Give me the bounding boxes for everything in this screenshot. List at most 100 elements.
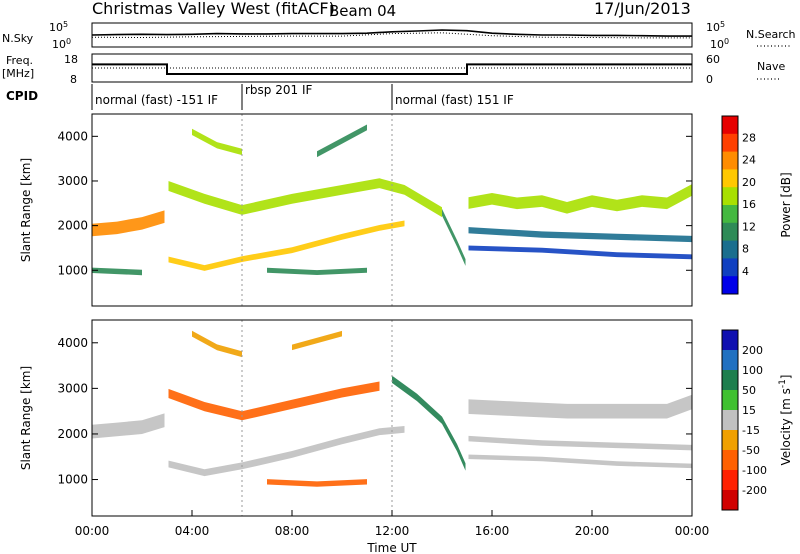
nsearch-tick-top: 105: [706, 20, 725, 34]
velocity-colorbar-tick-5: -50: [742, 444, 760, 457]
velocity-colorbar-tick-1: 100: [742, 364, 763, 377]
nsky-panel: N.Sky 105 100 105 100 N.Search: [2, 20, 796, 51]
velocity-colorbar-frame: [721, 329, 739, 511]
x-tick-label-5: 20:00: [575, 524, 610, 538]
cpid-segment-1: normal (fast) -151 IF: [95, 93, 218, 107]
power-bands-band-8: [317, 124, 367, 158]
vel-bands-band-7: [267, 479, 367, 487]
power-colorbar-cell-0: [722, 116, 738, 135]
vel-bands-band-0: [92, 413, 165, 439]
date-label: 17/Jun/2013: [594, 0, 691, 18]
velocity-colorbar-tick-6: -100: [742, 464, 767, 477]
power-colorbar-cell-1: [722, 133, 738, 153]
nave-tick-top: 60: [706, 53, 720, 66]
velocity-x-ticks: 00:00 04:00 08:00 12:00 16:00 20:00 00:00: [75, 510, 709, 538]
power-colorbar: 28 24 20 16 12 8 4 Power [dB]: [721, 115, 793, 295]
power-colorbar-ticks: 28 24 20 16 12 8 4: [742, 131, 756, 277]
vel-yticks-label-0: 1000: [57, 473, 88, 487]
velocity-colorbar-cells: [722, 330, 738, 511]
vel-bands-band-8: [192, 330, 242, 358]
power-colorbar-label: Power [dB]: [779, 172, 793, 237]
velocity-y-ticks: 1000 2000 3000 4000: [57, 336, 692, 487]
velocity-panel: 1000 2000 3000 4000 00:00 04:00 08:00 12:00 16:…: [19, 319, 709, 554]
power-colorbar-cell-9: [722, 276, 738, 295]
x-tick-label-2: 08:00: [275, 524, 310, 538]
power-colorbar-cells: [722, 116, 738, 295]
power-colorbar-cell-2: [722, 151, 738, 170]
cpid-row: CPID normal (fast) -151 IF rbsp 201 IF n…: [6, 83, 514, 110]
power-colorbar-cell-7: [722, 240, 738, 259]
power-colorbar-cell-3: [722, 169, 738, 188]
power-yticks-label-0: 1000: [57, 263, 88, 277]
vel-yticks-label-2: 3000: [57, 381, 88, 395]
cpid-segment-3: normal (fast) 151 IF: [395, 93, 514, 107]
velocity-colorbar-tick-4: -15: [742, 424, 760, 437]
nave-axis-label: Nave: [757, 60, 785, 73]
freq-series-line: [92, 63, 692, 75]
vel-bands-band-4: [467, 394, 692, 419]
power-colorbar-tick-2: 20: [742, 176, 756, 189]
power-y-ticks: 1000 2000 3000 4000: [57, 129, 692, 277]
vel-bands-band-1: [167, 426, 405, 477]
vel-bands-band-2: [167, 381, 380, 421]
nave-tick-bottom: 0: [706, 73, 713, 86]
time-axis-label: Time UT: [366, 541, 417, 554]
power-bands: [92, 124, 692, 276]
power-colorbar-tick-4: 12: [742, 220, 756, 233]
nsky-tick-top: 105: [49, 20, 68, 34]
freq-axis-label-1: Freq.: [6, 54, 33, 67]
power-bands-band-10: [267, 267, 367, 275]
power-bands-band-6: [467, 245, 692, 260]
power-colorbar-cell-6: [722, 222, 738, 242]
freq-tick-top: 18: [64, 53, 78, 66]
velocity-colorbar-cell-8: [722, 490, 738, 511]
velocity-colorbar-cell-5: [722, 430, 738, 451]
beam-label: Beam 04: [329, 2, 396, 20]
power-colorbar-tick-3: 16: [742, 198, 756, 211]
power-colorbar-cell-8: [722, 258, 738, 277]
cpid-label: CPID: [6, 89, 38, 103]
power-bands-band-2: [167, 178, 442, 218]
power-bands-band-7: [192, 128, 242, 156]
cpid-segment-2: rbsp 201 IF: [245, 83, 312, 97]
power-colorbar-cell-4: [722, 187, 738, 206]
power-colorbar-tick-0: 28: [742, 131, 756, 144]
velocity-y-axis-label: Slant Range [km]: [19, 366, 33, 470]
power-y-axis-label: Slant Range [km]: [19, 158, 33, 262]
power-bands-band-3: [442, 208, 467, 270]
velocity-colorbar-tick-2: 50: [742, 384, 756, 397]
velocity-colorbar-cell-3: [722, 390, 738, 411]
nsearch-series-line: [91, 32, 692, 39]
power-yticks-label-2: 3000: [57, 174, 88, 188]
power-panel: 1000 2000 3000 4000 Slant Range [km]: [19, 113, 693, 307]
nsky-tick-bottom: 100: [52, 37, 71, 51]
freq-axis-label-2: [MHz]: [2, 67, 34, 80]
power-colorbar-tick-5: 8: [742, 243, 749, 256]
vel-bands-band-9: [292, 330, 342, 351]
x-tick-label-0: 00:00: [75, 524, 110, 538]
velocity-colorbar-cell-6: [722, 450, 738, 471]
power-yticks-label-1: 2000: [57, 219, 88, 233]
power-colorbar-cell-5: [722, 205, 738, 224]
power-bands-band-4: [467, 184, 692, 214]
velocity-colorbar-ticks: 200 100 50 15 -15 -50 -100 -200: [742, 344, 767, 497]
vel-yticks-label-1: 2000: [57, 427, 88, 441]
power-colorbar-tick-1: 24: [742, 154, 756, 167]
freq-panel: Freq. [MHz] 18 8 60 0 Nave: [2, 53, 785, 86]
velocity-colorbar: 200 100 50 15 -15 -50 -100 -200 Velocity [m s-1…: [721, 329, 793, 511]
power-yticks-label-3: 4000: [57, 129, 88, 143]
freq-tick-bottom: 8: [70, 73, 77, 86]
x-tick-label-1: 04:00: [175, 524, 210, 538]
velocity-colorbar-cell-1: [722, 350, 738, 371]
velocity-colorbar-tick-3: 15: [742, 404, 756, 417]
vel-bands-band-6: [467, 454, 692, 469]
station-title: Christmas Valley West (fitACF): [92, 0, 335, 18]
nsky-series-line: [91, 29, 692, 37]
velocity-bands: [92, 330, 692, 487]
power-bands-band-9: [92, 267, 142, 276]
power-colorbar-tick-6: 4: [742, 265, 749, 278]
velocity-colorbar-tick-0: 200: [742, 344, 763, 357]
vel-bands-band-5: [467, 435, 692, 451]
power-frame: [91, 113, 693, 307]
